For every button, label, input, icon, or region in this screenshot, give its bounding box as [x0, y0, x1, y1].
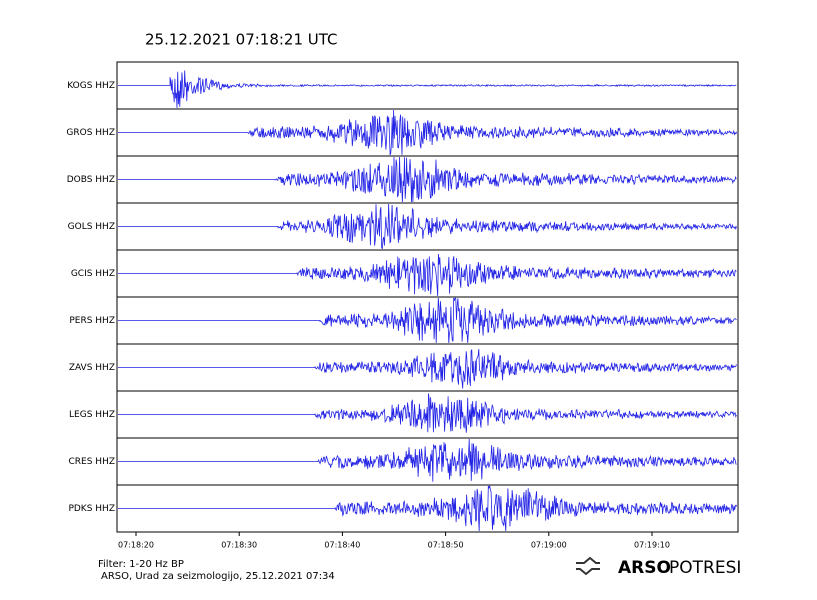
station-label: GOLS HHZ [68, 222, 115, 232]
station-label: PDKS HHZ [68, 504, 115, 514]
waveform [118, 203, 737, 250]
chart-title: 25.12.2021 07:18:21 UTC [145, 31, 338, 49]
station-label: KOGS HHZ [67, 81, 115, 91]
logo-potresi: POTRESI [669, 558, 741, 578]
waveform [118, 70, 737, 109]
waveform [118, 393, 737, 433]
waveform [118, 109, 737, 156]
waveform [118, 297, 737, 344]
x-tick-label: 07:18:30 [221, 541, 257, 550]
station-label: GCIS HHZ [71, 269, 115, 279]
x-tick-label: 07:19:00 [531, 541, 567, 550]
source-note: ARSO, Urad za seizmologijo, 25.12.2021 0… [101, 571, 335, 582]
waveform [118, 253, 737, 297]
x-tick-label: 07:18:20 [118, 541, 154, 550]
station-label: CRES HHZ [69, 457, 116, 467]
logo-arso: ARSO [618, 558, 671, 578]
station-label: DOBS HHZ [67, 175, 115, 185]
x-tick-label: 07:19:10 [634, 541, 670, 550]
waveform [118, 484, 738, 532]
trace-panel [116, 484, 739, 533]
waveform [118, 348, 737, 389]
filter-note: Filter: 1-20 Hz BP [98, 559, 184, 570]
waveform [118, 156, 737, 203]
station-label: ZAVS HHZ [69, 363, 115, 373]
x-tick-label: 07:18:50 [428, 541, 464, 550]
waveform [118, 438, 737, 482]
logo-icon [576, 556, 600, 576]
station-label: LEGS HHZ [69, 410, 115, 420]
station-label: GROS HHZ [66, 128, 115, 138]
station-label: PERS HHZ [69, 316, 115, 326]
x-tick-label: 07:18:40 [324, 541, 360, 550]
